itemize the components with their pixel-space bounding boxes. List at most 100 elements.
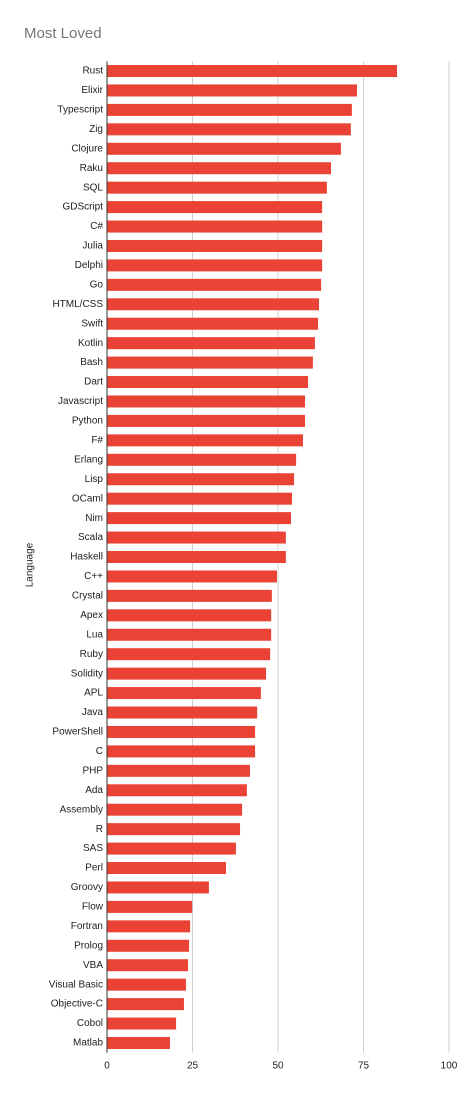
bar — [107, 978, 187, 991]
y-tick-label: Javascript — [58, 396, 103, 407]
y-tick-label: R — [96, 824, 103, 835]
y-tick-label: F# — [91, 435, 103, 446]
bar — [107, 998, 184, 1011]
y-tick-label: SAS — [83, 843, 103, 854]
x-tick-label: 0 — [104, 1060, 110, 1071]
y-tick-label: Groovy — [71, 882, 103, 893]
bar — [107, 745, 256, 758]
y-tick-label: Scala — [78, 532, 103, 543]
y-tick-label: Apex — [80, 610, 103, 621]
y-tick-label: Fortran — [71, 921, 103, 932]
bar — [107, 609, 272, 622]
bar — [107, 725, 256, 738]
bar — [107, 434, 303, 447]
bar — [107, 356, 313, 369]
bar — [107, 531, 286, 544]
y-tick-label: Assembly — [60, 804, 103, 815]
y-tick-label: VBA — [83, 960, 103, 971]
y-axis-label: Language — [25, 542, 36, 587]
bar — [107, 862, 227, 875]
bar — [107, 317, 319, 330]
bar — [107, 764, 250, 777]
bar — [107, 667, 267, 680]
y-tick-label: Cobol — [77, 1018, 103, 1029]
bar — [107, 784, 247, 797]
bar — [107, 570, 277, 583]
chart-title: Most Loved — [24, 25, 102, 42]
y-tick-label: Prolog — [74, 940, 103, 951]
bar — [107, 628, 272, 641]
bar — [107, 84, 358, 97]
bar — [107, 278, 322, 291]
bar — [107, 220, 323, 233]
bar — [107, 65, 398, 78]
x-tick-label: 25 — [187, 1060, 199, 1071]
y-tick-label: Nim — [85, 513, 103, 524]
y-tick-label: Swift — [81, 318, 103, 329]
y-tick-label: Crystal — [72, 591, 103, 602]
y-tick-label: PowerShell — [52, 727, 103, 738]
y-tick-label: Perl — [85, 863, 103, 874]
y-tick-label: Zig — [89, 124, 103, 135]
y-tick-label: Matlab — [73, 1038, 103, 1049]
y-tick-label: Ruby — [80, 649, 103, 660]
y-tick-label: Elixir — [81, 85, 103, 96]
y-tick-label: OCaml — [72, 493, 103, 504]
y-tick-label: Erlang — [74, 454, 103, 465]
bar — [107, 959, 189, 972]
bar — [107, 473, 295, 486]
y-tick-label: SQL — [83, 182, 103, 193]
bar — [107, 687, 261, 700]
y-tick-label: Dart — [84, 377, 103, 388]
bar — [107, 239, 323, 252]
bar — [107, 376, 309, 389]
bar — [107, 1017, 177, 1030]
bar — [107, 453, 297, 466]
bar — [107, 803, 243, 816]
y-tick-label: Objective-C — [51, 999, 103, 1010]
y-tick-label: C — [96, 746, 103, 757]
bar — [107, 103, 352, 116]
x-tick-label: 50 — [272, 1060, 284, 1071]
y-tick-label: HTML/CSS — [52, 299, 103, 310]
y-tick-label: Julia — [82, 241, 103, 252]
bar — [107, 142, 341, 155]
y-tick-label: Rust — [82, 66, 103, 77]
bar — [107, 298, 320, 311]
y-tick-label: Lisp — [85, 474, 104, 485]
y-tick-label: C++ — [84, 571, 103, 582]
bar — [107, 900, 193, 913]
y-tick-label: Bash — [80, 357, 103, 368]
y-tick-label: Clojure — [71, 143, 103, 154]
y-tick-label: APL — [84, 688, 103, 699]
bar — [107, 337, 315, 350]
x-tick-label: 75 — [358, 1060, 370, 1071]
bar — [107, 551, 286, 563]
bar — [107, 648, 271, 661]
y-tick-label: Ada — [85, 785, 103, 796]
bar — [107, 414, 306, 427]
bar — [107, 920, 191, 933]
bar — [107, 395, 306, 408]
bar — [107, 123, 351, 136]
y-tick-label: Typescript — [57, 105, 103, 116]
bar — [107, 706, 258, 719]
y-tick-label: Flow — [82, 902, 104, 913]
y-tick-label: Python — [72, 416, 103, 427]
bar — [107, 181, 327, 194]
y-tick-label: Visual Basic — [49, 979, 103, 990]
y-tick-label: Delphi — [75, 260, 103, 271]
bar — [107, 512, 291, 525]
bar — [107, 939, 190, 952]
y-tick-label: C# — [90, 221, 103, 232]
bar — [107, 881, 209, 894]
y-tick-label: Haskell — [70, 552, 103, 563]
y-tick-label: Java — [82, 707, 104, 718]
bar — [107, 842, 236, 855]
bar — [107, 589, 272, 602]
bar — [107, 259, 323, 272]
bar — [107, 492, 293, 505]
y-tick-label: GDScript — [62, 202, 103, 213]
bar — [107, 201, 323, 214]
